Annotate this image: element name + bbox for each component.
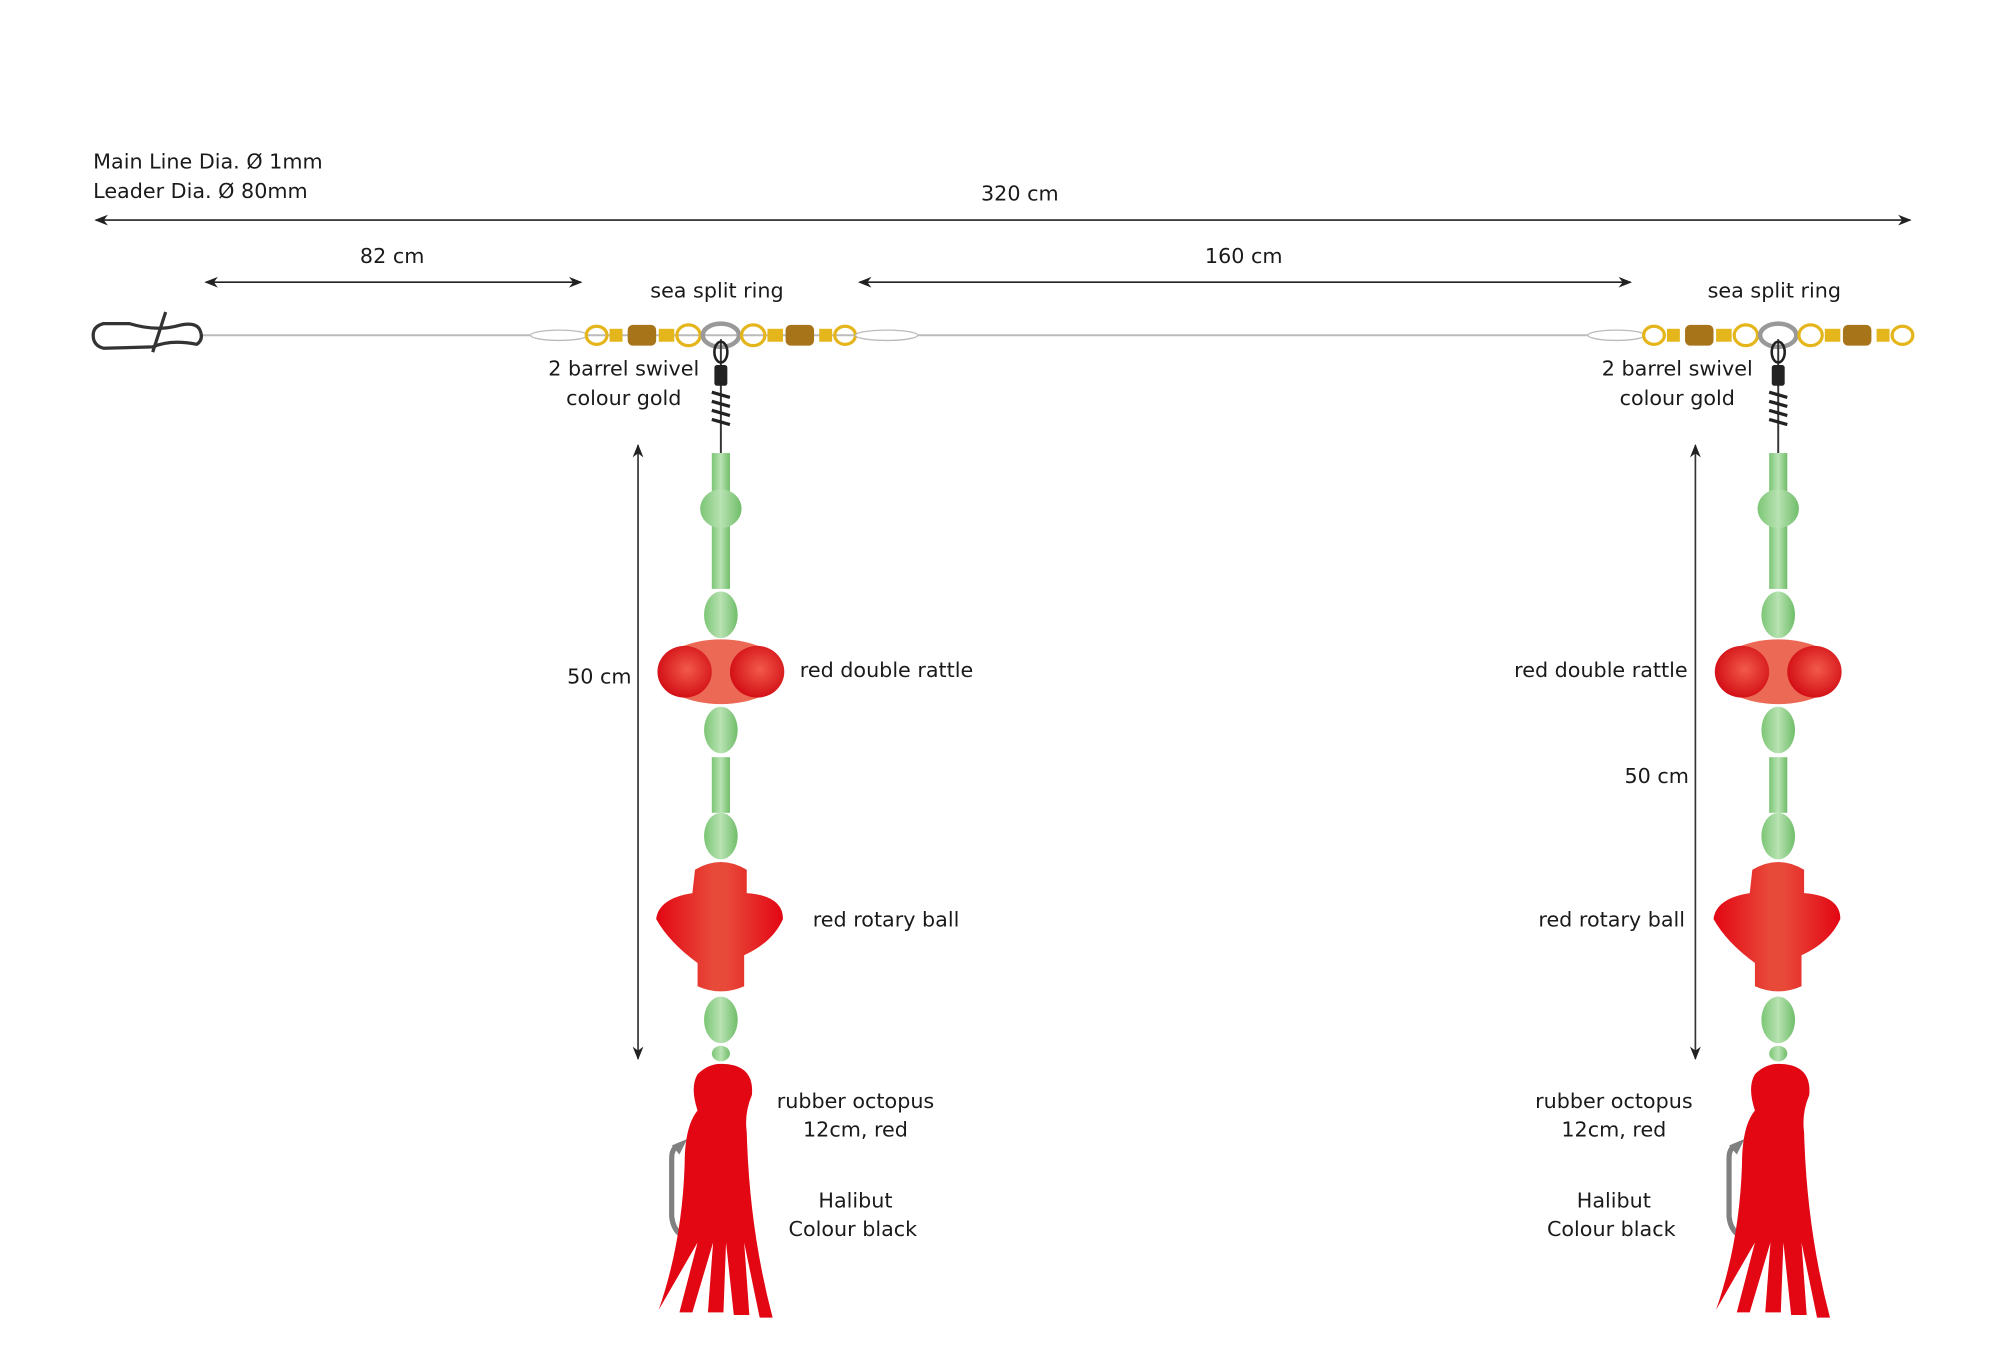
green-bead	[704, 706, 738, 754]
octopus-label-left-1: rubber octopus	[777, 1089, 935, 1113]
octopus-label-left-2: 12cm, red	[803, 1117, 908, 1141]
rotary-ball-icon	[656, 862, 783, 992]
barrel-swivel-icon	[1797, 323, 1915, 348]
rattle-label-right: red double rattle	[1514, 658, 1687, 682]
octopus-label-right-2: 12cm, red	[1561, 1117, 1666, 1141]
double-rattle-icon	[657, 639, 785, 705]
swivel-label-right-2: colour gold	[1620, 386, 1735, 410]
spring-icon	[1768, 390, 1788, 427]
green-bead	[704, 996, 738, 1044]
green-bead	[711, 1045, 730, 1062]
green-bead	[1757, 489, 1799, 529]
green-bead	[700, 489, 742, 529]
dropper-length-label-left: 50 cm	[567, 664, 631, 688]
crimp-sleeve	[714, 365, 728, 386]
double-rattle-icon	[1714, 639, 1842, 705]
split-ring-label-left: sea split ring	[650, 279, 783, 303]
green-bead	[704, 591, 738, 639]
barrel-swivel-icon	[739, 323, 858, 348]
rotary-label-right: red rotary ball	[1538, 908, 1685, 932]
dropper-left	[656, 339, 785, 1318]
snap-length-label: 82 cm	[360, 244, 424, 268]
leader-spec: Leader Dia. Ø 80mm	[93, 179, 308, 203]
hook-label-left-1: Halibut	[818, 1189, 892, 1213]
total-length-label: 320 cm	[981, 182, 1059, 206]
green-bead	[1761, 706, 1796, 754]
swivel-label-right-1: 2 barrel swivel	[1602, 356, 1753, 380]
split-ring-label-right: sea split ring	[1708, 279, 1841, 303]
rubber-octopus-icon	[658, 1063, 773, 1318]
rattle-label-left: red double rattle	[800, 658, 973, 682]
green-tube	[1769, 757, 1788, 813]
rotary-label-left: red rotary ball	[813, 908, 960, 932]
hook-label-left-2: Colour black	[789, 1217, 918, 1241]
rubber-octopus-icon	[1716, 1063, 1830, 1318]
swivel-label-left-2: colour gold	[566, 386, 681, 410]
green-bead	[1761, 996, 1796, 1044]
crimp-sleeve	[1771, 365, 1785, 386]
main-line-spec: Main Line Dia. Ø 1mm	[93, 149, 322, 173]
spring-icon	[711, 390, 731, 427]
swivel-label-left-1: 2 barrel swivel	[548, 356, 699, 380]
barrel-swivel-icon	[1642, 323, 1760, 348]
rotary-ball-icon	[1713, 862, 1841, 992]
dropper-right	[1713, 339, 1842, 1318]
green-bead	[1761, 812, 1796, 860]
swivel-assembly-right	[1587, 321, 1915, 350]
green-tube	[711, 757, 730, 813]
between-droppers-label: 160 cm	[1205, 244, 1283, 268]
green-bead	[1761, 591, 1796, 639]
barrel-swivel-icon	[584, 323, 702, 348]
swivel-assembly-left	[529, 321, 919, 350]
hook-label-right-2: Colour black	[1547, 1217, 1676, 1241]
dropper-length-label-right: 50 cm	[1624, 764, 1688, 788]
green-bead	[1769, 1045, 1788, 1062]
hook-label-right-1: Halibut	[1577, 1189, 1651, 1213]
snap-icon	[91, 311, 203, 353]
octopus-label-right-1: rubber octopus	[1535, 1089, 1693, 1113]
green-bead	[704, 812, 738, 860]
